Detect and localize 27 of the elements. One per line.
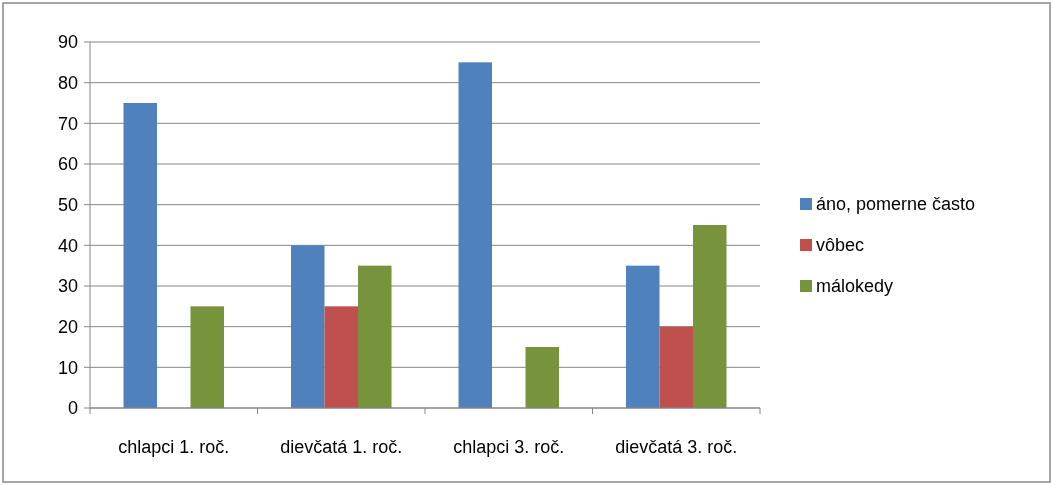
- y-tick-label: 40: [57, 235, 78, 256]
- bar: [458, 62, 492, 408]
- y-tick-label: 10: [57, 357, 78, 378]
- bar: [358, 265, 392, 408]
- bar: [525, 347, 559, 408]
- bar: [190, 306, 224, 408]
- y-tick-label: 80: [57, 72, 78, 93]
- bar: [626, 265, 660, 408]
- bar: [291, 245, 325, 408]
- x-tick-label: chlapci 1. roč.: [118, 437, 230, 457]
- x-tick-label: chlapci 3. roč.: [453, 437, 565, 457]
- y-tick-label: 20: [57, 316, 78, 337]
- legend-label: málokedy: [816, 276, 894, 297]
- y-tick-label: 70: [57, 113, 78, 134]
- x-tick-label: dievčatá 1. roč.: [280, 437, 403, 457]
- bar: [693, 225, 727, 408]
- bar: [324, 306, 358, 408]
- x-tick-label: dievčatá 3. roč.: [615, 437, 738, 457]
- bar: [123, 103, 157, 408]
- y-tick-label: 30: [57, 276, 78, 297]
- legend-label: áno, pomerne často: [816, 194, 976, 215]
- y-tick-label: 50: [57, 194, 78, 215]
- y-tick-label: 60: [57, 154, 78, 175]
- bar: [659, 326, 693, 408]
- legend-label: vôbec: [816, 235, 865, 256]
- y-tick-label: 0: [67, 398, 78, 419]
- y-tick-label: 90: [57, 32, 78, 53]
